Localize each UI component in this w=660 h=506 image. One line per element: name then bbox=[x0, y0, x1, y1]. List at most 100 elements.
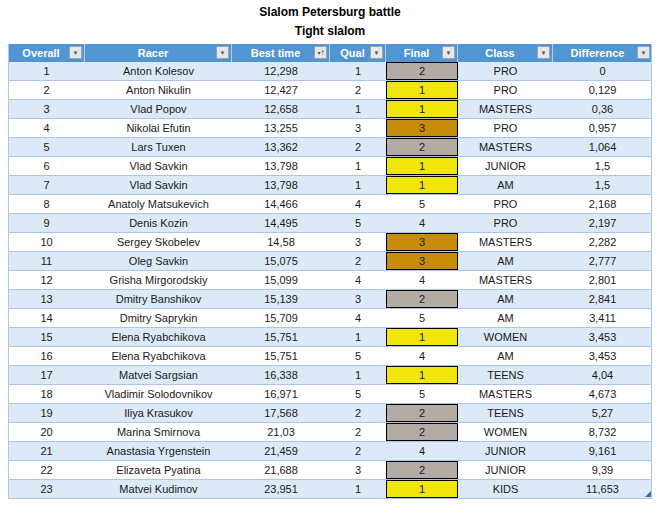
cell-qual[interactable]: 2 bbox=[330, 252, 386, 270]
cell-difference[interactable]: 8,732 bbox=[553, 423, 652, 441]
cell-final-medal[interactable]: 2 bbox=[386, 138, 458, 156]
column-header-best-time[interactable]: Best time▾↑ bbox=[232, 44, 330, 62]
cell-difference[interactable]: 2,841 bbox=[553, 290, 652, 308]
cell-class[interactable]: AM bbox=[458, 252, 553, 270]
cell-overall[interactable]: 3 bbox=[8, 100, 85, 118]
column-header-qual[interactable]: Qual▼ bbox=[330, 44, 386, 62]
cell-final-medal[interactable]: 2 bbox=[386, 62, 458, 80]
cell-final[interactable]: 4 bbox=[386, 442, 458, 460]
cell-best-time[interactable]: 15,099 bbox=[232, 271, 330, 289]
cell-difference[interactable]: 2,197 bbox=[553, 214, 652, 232]
cell-racer[interactable]: Matvei Sargsian bbox=[85, 366, 232, 384]
cell-class[interactable]: KIDS bbox=[458, 480, 553, 498]
cell-difference[interactable]: 2,168 bbox=[553, 195, 652, 213]
cell-racer[interactable]: Elena Ryabchikova bbox=[85, 328, 232, 346]
cell-best-time[interactable]: 21,03 bbox=[232, 423, 330, 441]
cell-difference[interactable]: 9,39 bbox=[553, 461, 652, 479]
cell-difference[interactable]: 4,673 bbox=[553, 385, 652, 403]
filter-button-qual[interactable]: ▼ bbox=[370, 46, 383, 59]
cell-difference[interactable]: 4,04 bbox=[553, 366, 652, 384]
cell-class[interactable]: PRO bbox=[458, 62, 553, 80]
cell-final[interactable]: 5 bbox=[386, 195, 458, 213]
cell-class[interactable]: PRO bbox=[458, 195, 553, 213]
cell-best-time[interactable]: 14,466 bbox=[232, 195, 330, 213]
cell-final[interactable]: 5 bbox=[386, 385, 458, 403]
column-header-class[interactable]: Class▼ bbox=[458, 44, 553, 62]
cell-overall[interactable]: 19 bbox=[8, 404, 85, 422]
column-header-overall[interactable]: Overall▼ bbox=[8, 44, 85, 62]
cell-overall[interactable]: 21 bbox=[8, 442, 85, 460]
cell-difference[interactable]: 0,129 bbox=[553, 81, 652, 99]
cell-final-medal[interactable]: 1 bbox=[386, 100, 458, 118]
cell-difference[interactable]: 2,282 bbox=[553, 233, 652, 251]
cell-overall[interactable]: 10 bbox=[8, 233, 85, 251]
cell-best-time[interactable]: 16,338 bbox=[232, 366, 330, 384]
cell-overall[interactable]: 1 bbox=[8, 62, 85, 80]
cell-racer[interactable]: Denis Kozin bbox=[85, 214, 232, 232]
cell-overall[interactable]: 8 bbox=[8, 195, 85, 213]
cell-overall[interactable]: 20 bbox=[8, 423, 85, 441]
cell-final-medal[interactable]: 1 bbox=[386, 81, 458, 99]
cell-best-time[interactable]: 21,459 bbox=[232, 442, 330, 460]
cell-best-time[interactable]: 13,255 bbox=[232, 119, 330, 137]
cell-best-time[interactable]: 13,798 bbox=[232, 157, 330, 175]
cell-best-time[interactable]: 15,751 bbox=[232, 328, 330, 346]
cell-class[interactable]: JUNIOR bbox=[458, 461, 553, 479]
cell-racer[interactable]: Matvei Kudimov bbox=[85, 480, 232, 498]
cell-overall[interactable]: 6 bbox=[8, 157, 85, 175]
cell-difference[interactable]: 11,653 bbox=[553, 480, 652, 498]
cell-class[interactable]: PRO bbox=[458, 119, 553, 137]
cell-class[interactable]: WOMEN bbox=[458, 328, 553, 346]
cell-final-medal[interactable]: 3 bbox=[386, 119, 458, 137]
cell-racer[interactable]: Vlad Savkin bbox=[85, 176, 232, 194]
cell-overall[interactable]: 15 bbox=[8, 328, 85, 346]
filter-button-overall[interactable]: ▼ bbox=[69, 46, 82, 59]
cell-final-medal[interactable]: 1 bbox=[386, 366, 458, 384]
cell-class[interactable]: AM bbox=[458, 290, 553, 308]
cell-racer[interactable]: Iliya Krasukov bbox=[85, 404, 232, 422]
cell-difference[interactable]: 0,36 bbox=[553, 100, 652, 118]
table-resize-handle[interactable] bbox=[645, 491, 651, 497]
cell-qual[interactable]: 1 bbox=[330, 100, 386, 118]
cell-best-time[interactable]: 14,58 bbox=[232, 233, 330, 251]
cell-qual[interactable]: 3 bbox=[330, 233, 386, 251]
cell-best-time[interactable]: 13,362 bbox=[232, 138, 330, 156]
cell-racer[interactable]: Anatoly Matsukevich bbox=[85, 195, 232, 213]
cell-racer[interactable]: Vlad Savkin bbox=[85, 157, 232, 175]
cell-qual[interactable]: 4 bbox=[330, 271, 386, 289]
cell-qual[interactable]: 1 bbox=[330, 480, 386, 498]
cell-best-time[interactable]: 23,951 bbox=[232, 480, 330, 498]
cell-qual[interactable]: 1 bbox=[330, 366, 386, 384]
cell-overall[interactable]: 23 bbox=[8, 480, 85, 498]
cell-qual[interactable]: 3 bbox=[330, 461, 386, 479]
cell-class[interactable]: PRO bbox=[458, 81, 553, 99]
cell-final-medal[interactable]: 1 bbox=[386, 157, 458, 175]
cell-difference[interactable]: 0 bbox=[553, 62, 652, 80]
cell-class[interactable]: JUNIOR bbox=[458, 442, 553, 460]
cell-qual[interactable]: 1 bbox=[330, 328, 386, 346]
cell-class[interactable]: WOMEN bbox=[458, 423, 553, 441]
cell-best-time[interactable]: 13,798 bbox=[232, 176, 330, 194]
cell-difference[interactable]: 2,777 bbox=[553, 252, 652, 270]
cell-best-time[interactable]: 12,298 bbox=[232, 62, 330, 80]
cell-racer[interactable]: Dmitry Banshikov bbox=[85, 290, 232, 308]
cell-qual[interactable]: 2 bbox=[330, 404, 386, 422]
cell-class[interactable]: MASTERS bbox=[458, 271, 553, 289]
cell-racer[interactable]: Oleg Savkin bbox=[85, 252, 232, 270]
cell-overall[interactable]: 5 bbox=[8, 138, 85, 156]
cell-best-time[interactable]: 15,139 bbox=[232, 290, 330, 308]
cell-class[interactable]: MASTERS bbox=[458, 385, 553, 403]
cell-best-time[interactable]: 15,709 bbox=[232, 309, 330, 327]
cell-overall[interactable]: 11 bbox=[8, 252, 85, 270]
cell-overall[interactable]: 13 bbox=[8, 290, 85, 308]
cell-best-time[interactable]: 12,427 bbox=[232, 81, 330, 99]
cell-final[interactable]: 4 bbox=[386, 214, 458, 232]
cell-final[interactable]: 4 bbox=[386, 347, 458, 365]
cell-class[interactable]: MASTERS bbox=[458, 138, 553, 156]
cell-racer[interactable]: Vlad Popov bbox=[85, 100, 232, 118]
cell-overall[interactable]: 22 bbox=[8, 461, 85, 479]
cell-qual[interactable]: 1 bbox=[330, 62, 386, 80]
column-header-difference[interactable]: Difference▼ bbox=[553, 44, 652, 62]
cell-final[interactable]: 5 bbox=[386, 309, 458, 327]
filter-button-class[interactable]: ▼ bbox=[537, 46, 550, 59]
